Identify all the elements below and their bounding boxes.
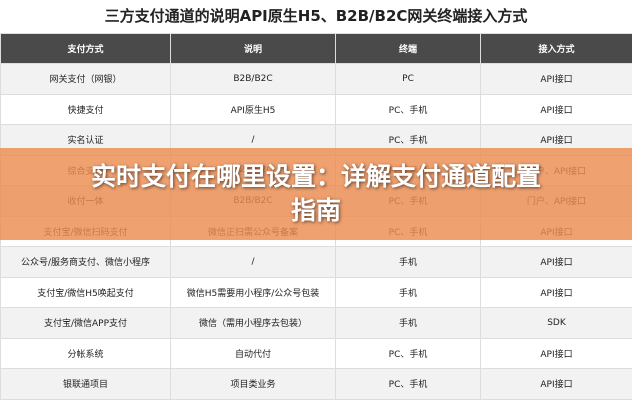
header-cell: 接入方式 (480, 33, 632, 64)
table-cell: 快捷支付 (0, 93, 171, 125)
table-cell: / (170, 246, 336, 278)
table-cell: 公众号/服务商支付、微信小程序 (0, 246, 171, 278)
banner-text: 指南 (290, 196, 341, 225)
table-cell: B2B/B2C (170, 63, 336, 95)
table-cell: 手机 (335, 276, 481, 308)
table-cell: 银联通项目 (0, 368, 171, 400)
table-cell: 自动代付 (170, 337, 336, 369)
table-row: 快捷支付 API原生H5 PC、手机 API接口 (0, 93, 632, 125)
table-cell: 手机 (335, 246, 481, 278)
table-cell: API接口 (480, 368, 632, 400)
table-cell: SDK (480, 307, 632, 339)
banner-text: 实时支付在哪里设置：详解支付通道配置 (90, 162, 541, 191)
table-cell: 微信H5需要用小程序/公众号包装 (170, 276, 336, 308)
header-cell: 终端 (335, 33, 481, 64)
table-row: 公众号/服务商支付、微信小程序 / 手机 API接口 (0, 246, 632, 278)
table-cell: API原生H5 (170, 93, 336, 125)
page-title: 三方支付通道的说明API原生H5、B2B/B2C网关终端接入方式 (104, 7, 528, 25)
header-cell: 说明 (170, 33, 336, 64)
table-row: 银联通项目 项目类业务 PC、手机 API接口 (0, 368, 632, 400)
table-cell: API接口 (480, 337, 632, 369)
table-cell: 支付宝/微信H5唤起支付 (0, 276, 171, 308)
table-head: 支付方式 说明 终端 接入方式 (0, 33, 632, 64)
table-cell: API接口 (480, 63, 632, 95)
table-cell: API接口 (480, 246, 632, 278)
table-row: 支付宝/微信H5唤起支付 微信H5需要用小程序/公众号包装 手机 API接口 (0, 276, 632, 308)
table-cell: PC、手机 (335, 337, 481, 369)
table-cell: 项目类业务 (170, 368, 336, 400)
table-cell: 分帐系统 (0, 337, 171, 369)
table-cell: 手机 (335, 307, 481, 339)
banner: 实时支付在哪里设置：详解支付通道配置 指南 (0, 148, 632, 240)
table-cell: PC (335, 63, 481, 95)
table-cell: API接口 (480, 93, 632, 125)
header-cell: 支付方式 (0, 33, 171, 64)
table-cell: PC、手机 (335, 93, 481, 125)
table-cell: 网关支付（网银） (0, 63, 171, 95)
table-row: 网关支付（网银） B2B/B2C PC API接口 (0, 63, 632, 95)
table-row: 支付宝/微信APP支付 微信（需用小程序去包装） 手机 SDK (0, 307, 632, 339)
table-cell: 支付宝/微信APP支付 (0, 307, 171, 339)
table-cell: API接口 (480, 276, 632, 308)
table-cell: PC、手机 (335, 368, 481, 400)
table-row: 分帐系统 自动代付 PC、手机 API接口 (0, 337, 632, 369)
table-cell: 微信（需用小程序去包装） (170, 307, 336, 339)
